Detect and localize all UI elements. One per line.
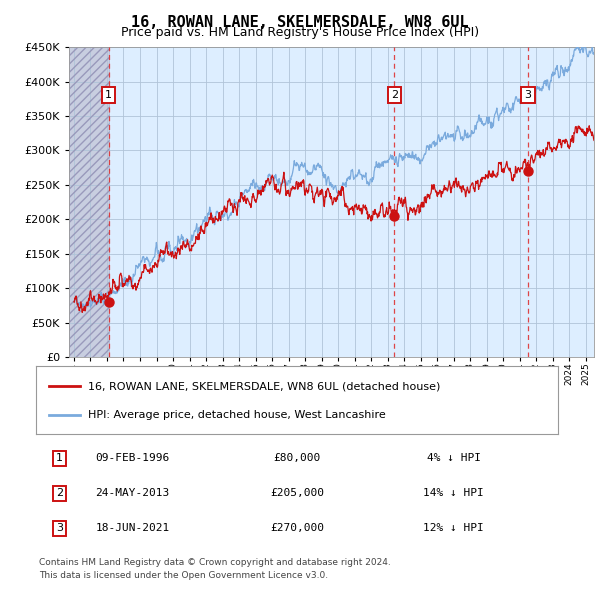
Text: 12% ↓ HPI: 12% ↓ HPI [423, 523, 484, 533]
Text: 24-MAY-2013: 24-MAY-2013 [95, 489, 170, 499]
Text: 09-FEB-1996: 09-FEB-1996 [95, 454, 170, 463]
Text: 3: 3 [56, 523, 63, 533]
Text: 4% ↓ HPI: 4% ↓ HPI [427, 454, 481, 463]
Text: 2: 2 [391, 90, 398, 100]
Text: 18-JUN-2021: 18-JUN-2021 [95, 523, 170, 533]
Text: 16, ROWAN LANE, SKELMERSDALE, WN8 6UL: 16, ROWAN LANE, SKELMERSDALE, WN8 6UL [131, 15, 469, 30]
Text: £205,000: £205,000 [270, 489, 324, 499]
Text: Price paid vs. HM Land Registry's House Price Index (HPI): Price paid vs. HM Land Registry's House … [121, 26, 479, 39]
Text: 1: 1 [105, 90, 112, 100]
Text: 3: 3 [524, 90, 532, 100]
Bar [69, 47, 109, 357]
Text: 14% ↓ HPI: 14% ↓ HPI [423, 489, 484, 499]
Text: £270,000: £270,000 [270, 523, 324, 533]
Text: 16, ROWAN LANE, SKELMERSDALE, WN8 6UL (detached house): 16, ROWAN LANE, SKELMERSDALE, WN8 6UL (d… [88, 381, 440, 391]
Text: £80,000: £80,000 [274, 454, 320, 463]
Text: 2: 2 [56, 489, 63, 499]
Bar [69, 47, 109, 357]
Text: This data is licensed under the Open Government Licence v3.0.: This data is licensed under the Open Gov… [39, 571, 328, 580]
Text: Contains HM Land Registry data © Crown copyright and database right 2024.: Contains HM Land Registry data © Crown c… [39, 558, 391, 566]
Text: 1: 1 [56, 454, 63, 463]
Text: HPI: Average price, detached house, West Lancashire: HPI: Average price, detached house, West… [88, 409, 386, 419]
